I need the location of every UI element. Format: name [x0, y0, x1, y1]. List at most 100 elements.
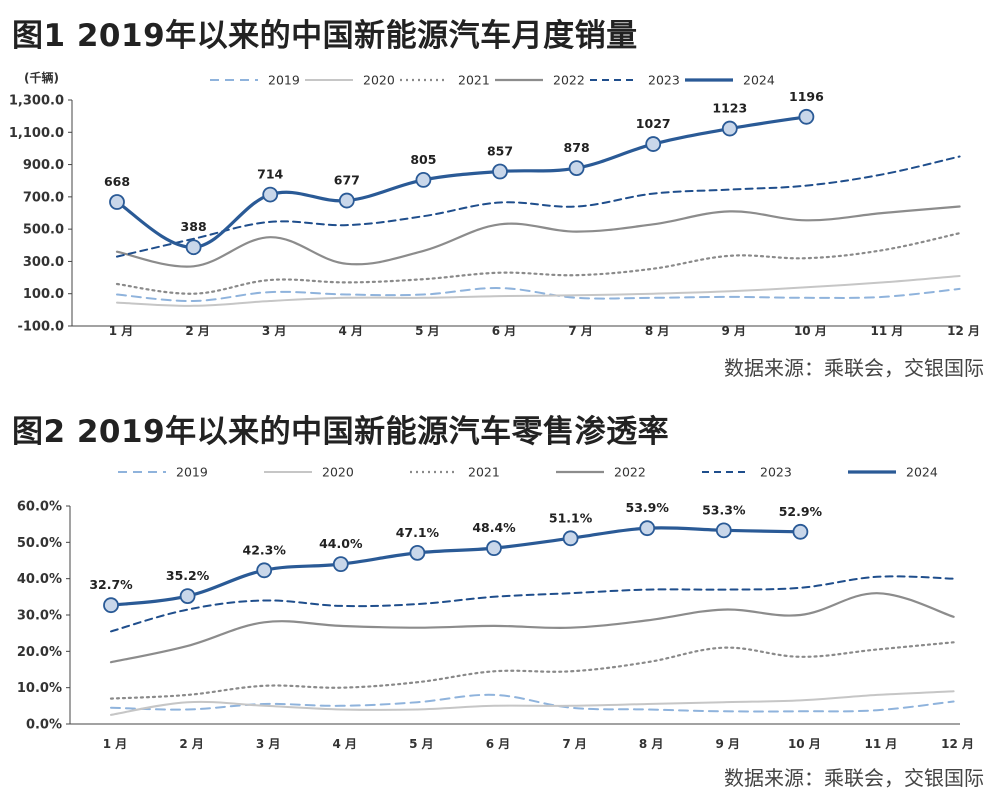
legend-label-2023: 2023	[760, 465, 792, 480]
y-tick-label: 40.0%	[17, 572, 62, 587]
data-point-2024	[179, 588, 196, 605]
data-label-2024: 44.0%	[319, 536, 363, 551]
data-point-2024	[409, 544, 426, 561]
legend-label-2024: 2024	[743, 73, 775, 88]
series-line-2020	[110, 690, 955, 716]
legend-label-2023: 2023	[648, 73, 680, 88]
x-tick-label: 10 月	[788, 737, 821, 751]
data-label-2024: 677	[334, 173, 360, 188]
data-point-2024	[721, 120, 738, 137]
legend-label-2020: 2020	[363, 73, 395, 88]
x-tick-label: 3 月	[262, 324, 287, 338]
x-tick-label: 11 月	[865, 737, 898, 751]
x-tick-label: 11 月	[871, 324, 904, 338]
data-label-2024: 47.1%	[396, 525, 440, 540]
data-label-2024: 32.7%	[89, 577, 133, 592]
x-tick-label: 4 月	[333, 737, 358, 751]
unit-label: (千辆)	[24, 70, 59, 85]
series-line-2021	[109, 641, 955, 700]
y-tick-label: 900.0	[23, 158, 64, 173]
figure-1-source: 数据来源：乘联会，交银国际	[724, 356, 984, 380]
data-label-2024: 53.3%	[702, 502, 746, 517]
data-point-2024	[568, 160, 585, 177]
legend-label-2021: 2021	[468, 465, 500, 480]
x-tick-label: 4 月	[339, 324, 364, 338]
series-line-2020	[116, 275, 961, 307]
data-point-2024	[338, 192, 355, 209]
y-tick-label: 100.0	[23, 287, 64, 302]
x-tick-label: 8 月	[645, 324, 670, 338]
figure-2-title: 图2 2019年以来的中国新能源汽车零售渗透率	[12, 414, 670, 450]
x-tick-label: 8 月	[639, 737, 664, 751]
data-point-2024	[109, 194, 125, 210]
y-tick-label: 500.0	[23, 223, 64, 238]
legend-label-2022: 2022	[614, 465, 646, 480]
data-point-2024	[256, 562, 273, 579]
data-point-2024	[103, 597, 119, 614]
data-point-2024	[645, 136, 662, 152]
x-tick-label: 7 月	[562, 737, 587, 751]
legend-label-2021: 2021	[458, 73, 490, 88]
data-label-2024: 42.3%	[243, 542, 287, 557]
y-tick-label: -100.0	[17, 320, 64, 335]
x-tick-label: 6 月	[492, 324, 517, 338]
y-tick-label: 700.0	[23, 190, 64, 205]
sales-chart: (千辆) 1,300.0 1,100.0 900.0 700.0 500.0 300.0 10…	[9, 70, 980, 338]
data-point-2024	[562, 530, 579, 547]
x-tick-label: 12 月	[941, 737, 974, 751]
data-point-2024	[262, 186, 279, 203]
data-point-2024	[792, 523, 809, 540]
series-line-2024	[109, 526, 802, 607]
data-label-2024: 51.1%	[549, 510, 593, 525]
data-label-2024: 857	[487, 144, 513, 159]
penetration-chart: 60.0% 50.0% 40.0% 30.0% 20.0% 10.0% 0.0% 1 月 2 月…	[17, 465, 974, 752]
series-line-2021	[115, 232, 961, 295]
data-label-2024: 1027	[636, 116, 671, 131]
x-tick-label: 1 月	[103, 737, 128, 751]
data-label-2024: 35.2%	[166, 568, 210, 583]
series-line-2023	[116, 155, 961, 258]
y-tick-label: 1,100.0	[9, 126, 64, 141]
legend-label-2024: 2024	[906, 465, 938, 480]
y-tick-label: 50.0%	[17, 536, 62, 551]
series-line-2024	[115, 115, 808, 249]
data-point-2024	[715, 522, 732, 539]
data-point-2024	[486, 540, 502, 557]
data-label-2024: 668	[104, 174, 130, 189]
legend-label-2022: 2022	[553, 73, 585, 88]
data-label-2024: 388	[181, 219, 207, 234]
data-point-2024	[492, 163, 508, 180]
x-tick-label: 9 月	[716, 737, 741, 751]
x-tick-label: 1 月	[109, 324, 134, 338]
data-point-2024	[185, 239, 202, 256]
y-tick-label: 0.0%	[26, 718, 62, 733]
x-tick-label: 3 月	[256, 737, 281, 751]
x-tick-label: 2 月	[179, 737, 204, 751]
legend-label-2020: 2020	[322, 465, 354, 480]
figure-2-source: 数据来源：乘联会，交银国际	[724, 766, 984, 790]
x-tick-label: 5 月	[409, 737, 434, 751]
data-label-2024: 714	[257, 167, 283, 182]
data-label-2024: 52.9%	[779, 504, 823, 519]
y-tick-label: 10.0%	[17, 681, 62, 696]
data-point-2024	[639, 520, 656, 537]
data-point-2024	[415, 172, 432, 188]
y-tick-label: 30.0%	[17, 609, 62, 624]
x-tick-label: 12 月	[947, 324, 980, 338]
x-tick-label: 5 月	[415, 324, 440, 338]
y-tick-label: 300.0	[23, 255, 64, 270]
figure-1-title: 图1 2019年以来的中国新能源汽车月度销量	[12, 18, 638, 54]
data-label-2024: 878	[564, 140, 590, 155]
y-tick-label: 20.0%	[17, 645, 62, 660]
y-tick-label: 1,300.0	[9, 94, 64, 109]
series-line-2019	[110, 693, 955, 713]
series-line-2022	[115, 205, 961, 268]
x-tick-label: 10 月	[794, 324, 827, 338]
x-tick-label: 7 月	[568, 324, 593, 338]
data-label-2024: 53.9%	[626, 500, 670, 515]
y-tick-label: 60.0%	[17, 500, 62, 515]
data-label-2024: 1196	[789, 89, 824, 104]
series-line-2019	[116, 287, 961, 303]
legend-label-2019: 2019	[268, 73, 300, 88]
data-point-2024	[332, 556, 349, 573]
